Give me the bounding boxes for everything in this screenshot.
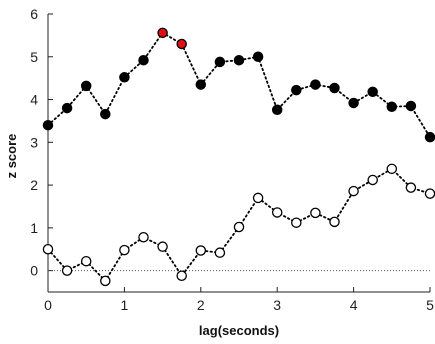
data-point <box>405 100 417 112</box>
data-point <box>80 255 92 267</box>
y-tick-label: 2 <box>30 177 38 193</box>
data-point <box>138 232 149 243</box>
data-point <box>195 79 207 90</box>
x-tick-label: 3 <box>273 297 281 313</box>
data-point <box>119 72 130 83</box>
data-point-highlighted <box>157 27 168 39</box>
data-point <box>310 207 321 219</box>
data-point <box>195 245 207 256</box>
series-1-line <box>47 31 431 139</box>
data-point <box>386 101 398 113</box>
x-axis-title: lag(seconds) <box>199 323 279 338</box>
series-2 <box>42 163 435 287</box>
x-ticks: 0 1 2 3 4 5 <box>44 287 434 313</box>
data-point <box>405 182 417 193</box>
data-point <box>214 56 226 68</box>
data-point <box>61 102 73 114</box>
y-tick-label: 3 <box>30 134 38 150</box>
data-point <box>100 108 111 120</box>
data-point <box>233 221 245 233</box>
y-tick-label: 1 <box>30 220 38 236</box>
data-point <box>138 54 149 66</box>
data-point <box>367 86 378 98</box>
data-point <box>291 84 302 96</box>
data-point <box>329 82 340 94</box>
data-point <box>424 131 435 143</box>
data-point <box>61 265 73 276</box>
data-point <box>271 207 283 218</box>
y-axis-title: z score <box>4 134 19 179</box>
data-point <box>252 51 264 63</box>
data-point <box>424 188 435 199</box>
data-point <box>80 80 92 92</box>
data-point <box>42 243 54 255</box>
data-point <box>233 54 245 66</box>
data-point <box>100 275 111 287</box>
data-point <box>119 244 130 256</box>
series-1 <box>42 27 435 143</box>
x-tick-label: 4 <box>350 297 358 313</box>
data-point <box>329 216 340 228</box>
data-point <box>367 174 378 186</box>
x-tick-label: 2 <box>197 297 205 313</box>
data-point <box>386 163 398 175</box>
x-tick-label: 1 <box>121 297 129 313</box>
data-point <box>291 217 302 228</box>
data-point <box>310 79 321 90</box>
y-ticks: 0 1 2 3 4 5 6 <box>30 6 53 279</box>
data-point <box>252 192 264 204</box>
y-tick-label: 5 <box>30 49 38 65</box>
data-point <box>42 119 54 131</box>
x-tick-label: 0 <box>44 297 52 313</box>
series-layer <box>42 27 435 287</box>
data-point <box>271 104 283 116</box>
data-point-highlighted <box>176 38 187 50</box>
data-point <box>214 247 226 258</box>
data-point <box>348 97 359 109</box>
x-tick-label: 5 <box>426 297 434 313</box>
data-point <box>348 185 359 197</box>
y-tick-label: 0 <box>30 263 38 279</box>
data-point <box>157 241 168 252</box>
y-tick-label: 4 <box>30 92 38 108</box>
data-point <box>176 270 187 281</box>
y-tick-label: 6 <box>30 6 38 22</box>
